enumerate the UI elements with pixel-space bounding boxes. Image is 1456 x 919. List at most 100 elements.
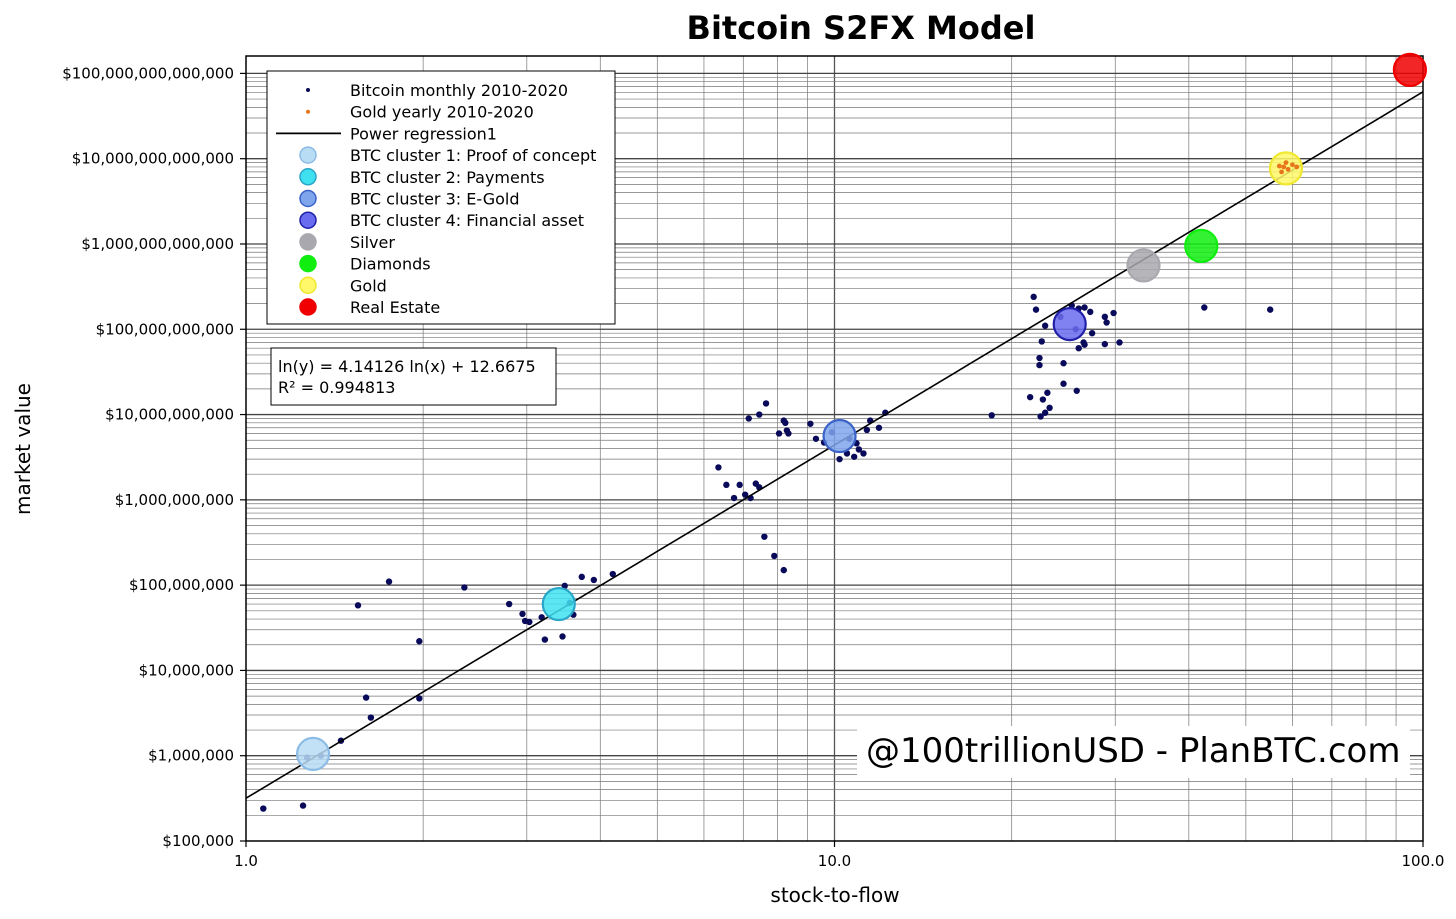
y-tick-label: $10,000,000,000,000	[72, 150, 234, 168]
bitcoin-monthly-point	[756, 411, 763, 418]
legend-marker-circle	[299, 233, 317, 251]
legend-marker-dot	[306, 109, 310, 114]
equation-box: ln(y) = 4.14126 ln(x) + 12.6675 R² = 0.9…	[270, 347, 557, 406]
bitcoin-monthly-point	[723, 481, 730, 489]
legend-item: BTC cluster 4: Financial asset	[299, 211, 584, 230]
bitcoin-monthly-point	[775, 430, 783, 437]
watermark-text: @100trillionUSD - PlanBTC.com	[866, 731, 1400, 771]
bitcoin-monthly-point	[1041, 409, 1049, 416]
legend-item: Diamonds	[299, 254, 431, 274]
bitcoin-monthly-point	[855, 446, 863, 453]
bitcoin-monthly-point	[860, 450, 867, 457]
bitcoin-monthly-point	[771, 552, 778, 560]
legend-item: BTC cluster 3: E-Gold	[299, 190, 519, 209]
legend-label: BTC cluster 3: E-Gold	[350, 190, 519, 209]
bitcoin-monthly-point	[367, 714, 375, 721]
legend-item: Real Estate	[299, 298, 440, 317]
gold-yearly-point	[1281, 164, 1287, 170]
legend-item: Silver	[299, 233, 395, 252]
bitcoin-monthly-point	[260, 805, 267, 812]
bitcoin-monthly-point	[609, 570, 616, 578]
bitcoin-monthly-point	[1088, 329, 1096, 337]
bitcoin-monthly-point	[1060, 360, 1067, 367]
bitcoin-monthly-point	[745, 415, 752, 422]
y-axis-label: market value	[11, 383, 35, 515]
equation-frame	[270, 347, 557, 406]
legend-item: BTC cluster 2: Payments	[299, 168, 545, 187]
legend-label: Power regression1	[350, 124, 497, 143]
legend-marker-circle	[299, 211, 317, 229]
gold-yearly-point	[1283, 160, 1289, 165]
y-tick-label: $1,000,000	[148, 747, 234, 765]
watermark-background	[857, 726, 1410, 778]
bitcoin-monthly-point	[561, 582, 568, 590]
legend-label: Gold yearly 2010-2020	[350, 103, 534, 122]
legend-label: Silver	[350, 233, 395, 252]
gold-yearly-point	[1290, 162, 1295, 168]
bitcoin-monthly-point	[1103, 319, 1110, 326]
x-tick-label: 10.0	[818, 852, 851, 870]
bitcoin-monthly-point	[863, 426, 871, 434]
x-tick-label: 1.0	[234, 852, 258, 870]
legend-item: Power regression1	[276, 124, 497, 143]
legend-marker-circle	[299, 276, 317, 295]
bitcoin-monthly-point	[1101, 313, 1109, 321]
bitcoin-monthly-point	[1030, 293, 1037, 301]
bitcoin-monthly-point	[1081, 341, 1088, 348]
bitcoin-monthly-point	[362, 694, 370, 701]
legend-label: Gold	[350, 276, 387, 295]
bitcoin-monthly-point	[812, 435, 820, 442]
x-tick-label: 100.0	[1402, 852, 1445, 870]
y-tick-label: $100,000,000	[129, 576, 234, 594]
y-tick-label: $1,000,000,000	[115, 491, 234, 509]
bitcoin-monthly-point	[1116, 339, 1123, 346]
bitcoin-monthly-point	[836, 455, 843, 463]
legend-label: Diamonds	[350, 255, 431, 274]
bitcoin-monthly-point	[1036, 354, 1043, 362]
watermark: @100trillionUSD - PlanBTC.com	[857, 726, 1410, 778]
bitcoin-monthly-point	[736, 481, 743, 489]
legend-marker-circle	[299, 168, 317, 186]
bitcoin-monthly-point	[1039, 396, 1047, 403]
legend-item: Gold yearly 2010-2020	[306, 103, 534, 122]
legend-label: Bitcoin monthly 2010-2020	[350, 81, 568, 100]
bitcoin-monthly-point	[461, 584, 468, 591]
y-tick-label: $100,000	[162, 832, 234, 850]
bitcoin-monthly-point	[416, 695, 423, 702]
legend-item: Bitcoin monthly 2010-2020	[306, 81, 568, 100]
bitcoin-monthly-point	[1038, 338, 1045, 345]
bitcoin-monthly-point	[1110, 309, 1117, 317]
legend-item: BTC cluster 1: Proof of concept	[299, 146, 596, 165]
bitcoin-monthly-point	[519, 610, 526, 618]
y-tick-label: $10,000,000	[139, 661, 234, 679]
cluster-marker	[295, 736, 331, 772]
bitcoin-monthly-point	[875, 424, 883, 431]
gold-yearly-point	[1285, 166, 1291, 172]
bitcoin-monthly-point	[761, 533, 768, 540]
bitcoin-monthly-point	[730, 494, 738, 502]
bitcoin-monthly-point	[1075, 344, 1082, 352]
y-tick-label: $100,000,000,000	[96, 320, 234, 338]
gold-yearly-point	[1294, 164, 1300, 170]
bitcoin-monthly-point	[1036, 361, 1043, 369]
cluster-marker	[541, 586, 576, 622]
bitcoin-monthly-point	[1087, 308, 1094, 316]
bitcoin-monthly-point	[1201, 304, 1208, 311]
bitcoin-monthly-point	[850, 453, 858, 460]
bitcoin-monthly-point	[807, 420, 814, 427]
legend-marker-circle	[299, 298, 317, 316]
legend-marker-circle	[299, 254, 317, 273]
bitcoin-monthly-point	[741, 491, 749, 498]
bitcoin-monthly-point	[780, 417, 787, 424]
cluster-marker	[1184, 228, 1219, 263]
bitcoin-monthly-point	[590, 576, 598, 584]
legend-label: BTC cluster 1: Proof of concept	[350, 146, 596, 165]
bitcoin-monthly-point	[1037, 413, 1044, 420]
r-squared: R² = 0.994813	[278, 378, 395, 397]
bitcoin-monthly-point	[505, 600, 513, 608]
grid-lines	[246, 56, 1423, 841]
chart-title: Bitcoin S2FX Model	[687, 9, 1036, 47]
bitcoin-monthly-point	[1267, 306, 1274, 313]
bitcoin-monthly-point	[1101, 340, 1109, 348]
